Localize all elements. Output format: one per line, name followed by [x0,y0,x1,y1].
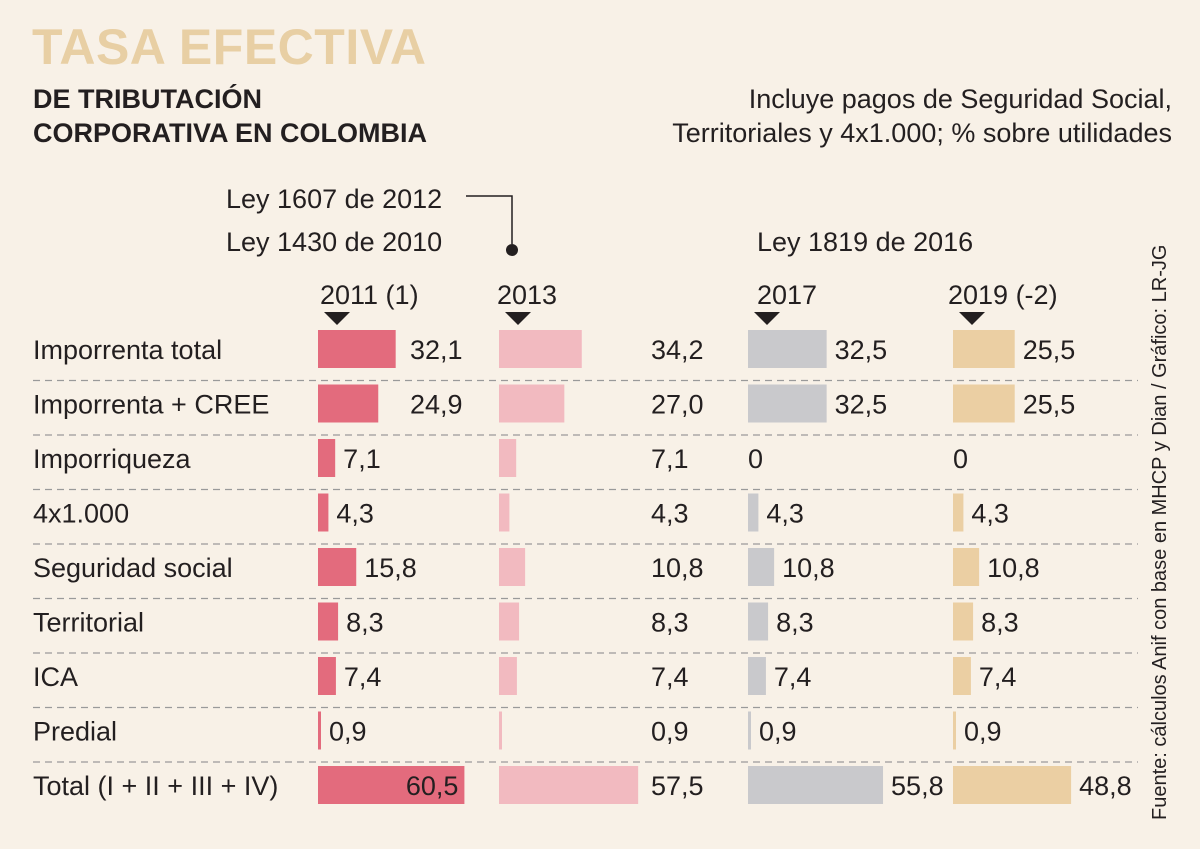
column-header-2: 2017 [757,280,817,310]
bar-0-0 [318,330,396,368]
row-label: 4x1.000 [33,499,129,529]
bar-0-8 [318,766,465,804]
column-marker-2 [754,312,780,325]
value-label-2-5: 8,3 [776,608,814,638]
value-label-3-6: 7,4 [979,662,1017,692]
law-connector-line [466,195,513,244]
value-label-3-4: 10,8 [987,553,1040,583]
bar-1-8 [499,766,639,804]
bar-0-5 [318,602,339,641]
bar-1-1 [499,384,565,423]
value-label-1-8: 57,5 [651,771,704,801]
value-label-1-7: 0,9 [651,717,689,747]
value-label-3-2: 0 [953,444,968,474]
value-label-0-8: 60,5 [406,771,459,801]
bar-1-3 [499,493,510,532]
bar-2-4 [748,548,775,586]
bar-2-6 [748,657,766,695]
column-header-3: 2019 (-2) [948,280,1058,310]
chart-title: TASA EFECTIVA [32,19,427,75]
row-label: Total (I + II + III + IV) [33,771,278,801]
value-label-1-6: 7,4 [651,662,689,692]
value-label-0-6: 7,4 [344,662,382,692]
value-label-2-4: 10,8 [782,553,835,583]
value-label-0-0: 32,1 [410,335,463,365]
value-label-0-3: 4,3 [336,499,374,529]
bar-2-7 [748,711,751,750]
value-label-0-2: 7,1 [343,444,381,474]
column-marker-0 [324,312,350,325]
value-label-2-3: 4,3 [766,499,804,529]
column-header-0: 2011 (1) [320,280,419,310]
row-label: Imporrenta + CREE [33,390,269,420]
row-label: ICA [33,662,78,692]
chart-subtitle-line-1: DE TRIBUTACIÓN [33,84,262,114]
column-header-1: 2013 [497,280,557,310]
row-label: Imporriqueza [33,444,192,474]
value-label-0-1: 24,9 [410,390,463,420]
bar-3-7 [953,711,956,750]
bar-1-2 [499,439,517,477]
value-label-2-6: 7,4 [774,662,812,692]
value-label-1-4: 10,8 [651,553,704,583]
column-marker-1 [505,312,531,325]
bar-0-4 [318,548,357,586]
value-label-3-3: 4,3 [971,499,1009,529]
value-label-3-7: 0,9 [964,717,1002,747]
bar-1-5 [499,602,520,641]
value-label-0-4: 15,8 [364,553,417,583]
bar-3-8 [953,766,1072,804]
value-label-2-8: 55,8 [891,771,944,801]
row-label: Territorial [33,608,144,638]
bar-1-0 [499,330,582,368]
chart-note-line-1: Incluye pagos de Seguridad Social, [748,84,1172,114]
column-marker-3 [959,312,985,325]
bar-2-8 [748,766,884,804]
row-label: Imporrenta total [33,335,222,365]
bar-1-7 [499,711,502,750]
value-label-3-8: 48,8 [1079,771,1132,801]
bar-2-0 [748,330,827,368]
bar-3-0 [953,330,1015,368]
chart-subtitle-line-2: CORPORATIVA EN COLOMBIA [33,118,427,148]
value-label-3-5: 8,3 [981,608,1019,638]
value-label-0-5: 8,3 [346,608,384,638]
bar-0-2 [318,439,336,477]
bar-2-3 [748,493,759,532]
value-label-1-3: 4,3 [651,499,689,529]
bar-3-6 [953,657,971,695]
value-label-2-7: 0,9 [759,717,797,747]
bar-0-1 [318,384,379,423]
bar-3-1 [953,384,1015,423]
bar-2-1 [748,384,827,423]
value-label-2-2: 0 [748,444,763,474]
bar-0-3 [318,493,329,532]
bar-3-5 [953,602,974,641]
value-label-3-1: 25,5 [1023,390,1076,420]
row-label: Seguridad social [33,553,233,583]
value-label-2-1: 32,5 [835,390,888,420]
bar-2-5 [748,602,769,641]
law-label-1819: Ley 1819 de 2016 [757,227,974,257]
law-label-1430: Ley 1430 de 2010 [226,227,443,257]
bar-3-3 [953,493,964,532]
chart-note-line-2: Territoriales y 4x1.000; % sobre utilida… [672,118,1172,148]
bar-0-7 [318,711,321,750]
value-label-0-7: 0,9 [329,717,367,747]
value-label-1-1: 27,0 [651,390,704,420]
value-label-3-0: 25,5 [1023,335,1076,365]
value-label-1-0: 34,2 [651,335,704,365]
bar-0-6 [318,657,336,695]
value-label-1-5: 8,3 [651,608,689,638]
value-label-2-0: 32,5 [835,335,888,365]
bar-1-6 [499,657,517,695]
law-label-1607: Ley 1607 de 2012 [226,184,443,214]
row-label: Predial [33,717,117,747]
law-connector-dot [506,244,518,256]
value-label-1-2: 7,1 [651,444,689,474]
bar-3-4 [953,548,980,586]
bar-1-4 [499,548,526,586]
